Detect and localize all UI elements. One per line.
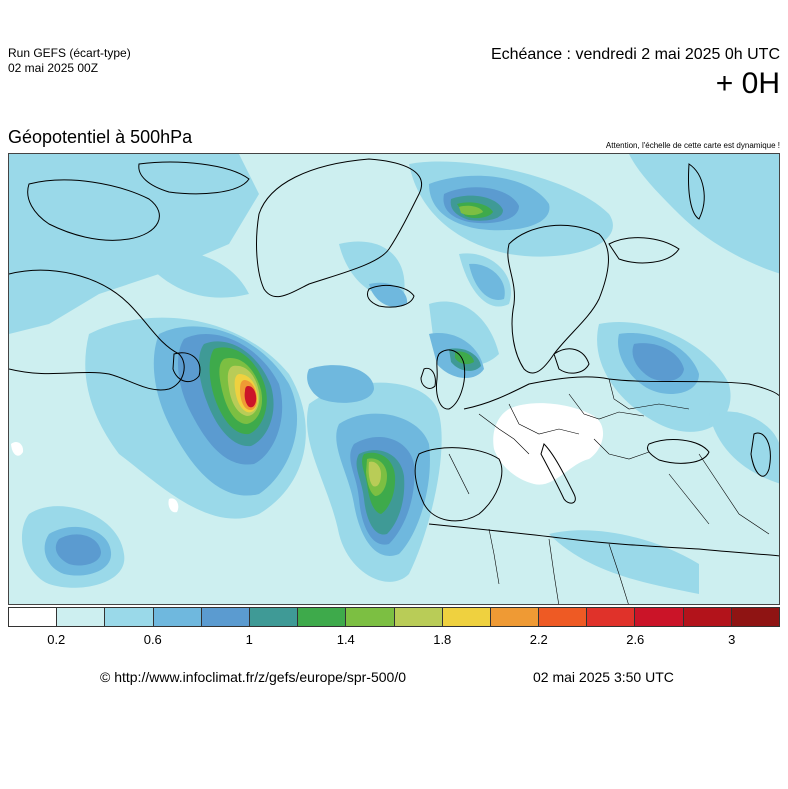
run-date: 02 mai 2025 00Z — [8, 61, 99, 75]
legend-swatch — [635, 608, 684, 626]
legend-swatch — [105, 608, 154, 626]
color-scale-bar — [8, 607, 780, 627]
legend-swatch — [346, 608, 395, 626]
legend-tick-label: 1.4 — [336, 632, 355, 647]
legend-tick-label: 2.6 — [626, 632, 645, 647]
legend-swatch — [394, 608, 443, 626]
spread-map — [8, 153, 780, 605]
legend-tick-label: 3 — [728, 632, 736, 647]
legend-swatch — [57, 608, 106, 626]
legend-swatch — [539, 608, 588, 626]
coastlines — [9, 158, 779, 557]
legend-swatch — [731, 608, 779, 626]
legend-tick-label: 1 — [245, 632, 253, 647]
generated-time: 02 mai 2025 3:50 UTC — [533, 669, 674, 685]
legend-swatch — [9, 608, 58, 626]
dynamic-scale-warning: Attention, l'échelle de cette carte est … — [605, 141, 780, 150]
map-canvas — [9, 154, 779, 604]
legend-tick-label: 1.8 — [433, 632, 452, 647]
legend-swatch — [587, 608, 636, 626]
legend-swatch — [298, 608, 347, 626]
legend-tick-label: 0.6 — [143, 632, 162, 647]
legend-swatch — [490, 608, 540, 626]
parameter-title: Géopotentiel à 500hPa — [8, 127, 193, 147]
source-url[interactable]: © http://www.infoclimat.fr/z/gefs/europe… — [100, 669, 407, 685]
legend-tick-label: 0.2 — [47, 632, 66, 647]
spread-level-red — [244, 386, 257, 408]
legend-swatch — [201, 608, 250, 626]
valid-time: Echéance : vendredi 2 mai 2025 0h UTC — [490, 46, 780, 63]
legend-swatch — [249, 608, 299, 626]
lead-time: + 0H — [715, 67, 780, 100]
run-title: Run GEFS (écart-type) — [8, 46, 131, 60]
country-borders — [448, 378, 770, 604]
legend-swatch — [153, 608, 202, 626]
legend-swatch — [683, 608, 732, 626]
legend-swatch — [442, 608, 491, 626]
spread-level-white — [11, 403, 604, 513]
legend-tick-label: 2.2 — [529, 632, 548, 647]
